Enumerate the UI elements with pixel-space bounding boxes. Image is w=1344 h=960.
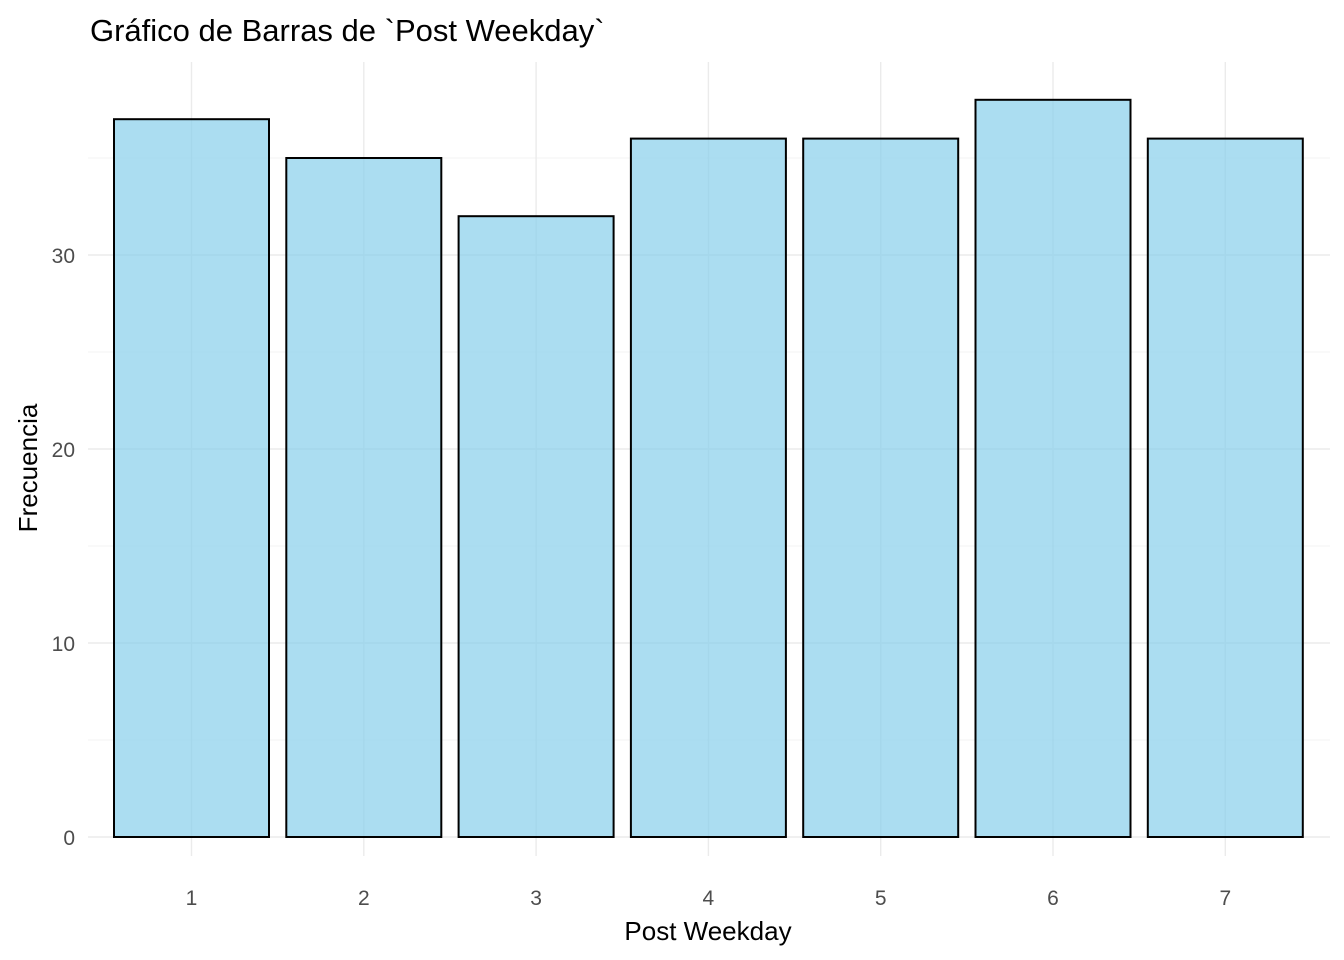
bar-7 [1146,137,1304,839]
x-tick-label: 5 [875,887,887,910]
y-tick-label: 0 [63,827,75,850]
x-tick-label: 4 [703,887,715,910]
chart-title: Gráfico de Barras de `Post Weekday` [90,13,605,48]
bars [113,98,1304,839]
y-tick-label: 10 [52,633,75,656]
x-tick-label: 3 [530,887,542,910]
y-tick-label: 30 [52,245,75,268]
y-tick-label: 20 [52,439,75,462]
bar-5 [802,137,960,839]
x-tick-label: 2 [358,887,370,910]
bar-2 [285,157,443,838]
y-axis-ticks: 0 10 20 30 [52,245,75,850]
bar-1 [113,118,270,838]
x-tick-label: 6 [1047,887,1059,910]
x-tick-label: 1 [186,887,198,910]
bar-3 [457,215,615,838]
x-tick-label: 7 [1219,887,1231,910]
x-axis-ticks: 1 2 3 4 5 6 7 [186,887,1231,910]
y-axis-label: Frecuencia [13,403,43,532]
bar-4 [629,137,787,839]
x-axis-label: Post Weekday [624,916,791,946]
bar-6 [974,98,1132,839]
